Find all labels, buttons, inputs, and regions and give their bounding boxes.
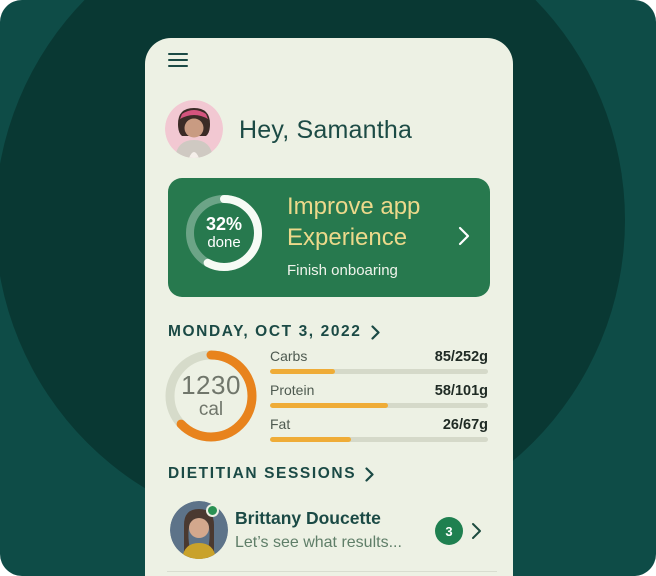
calorie-progress-ring: 1230 cal xyxy=(165,350,257,442)
onboarding-card[interactable]: 32% done Improve app Experience Finish o… xyxy=(168,178,490,297)
calorie-value: 1230 xyxy=(181,370,241,401)
macro-value: 85/252g xyxy=(434,349,488,365)
macro-value: 58/101g xyxy=(434,383,488,399)
macro-row-protein: Protein 58/101g xyxy=(270,382,488,408)
onboarding-progress-percent: 32% xyxy=(205,213,243,234)
macro-row-fat: Fat 26/67g xyxy=(270,416,488,442)
dietitian-sessions-label: DIETITIAN SESSIONS xyxy=(168,465,357,482)
macro-progressbar xyxy=(270,369,488,374)
dietitian-message-preview: Let’s see what results... xyxy=(235,534,402,551)
chevron-right-icon xyxy=(365,466,374,482)
macro-value: 26/67g xyxy=(442,417,488,433)
onboarding-progress-label: done xyxy=(207,233,241,251)
session-list-item[interactable]: Brittany Doucette Let’s see what results… xyxy=(145,496,513,566)
date-section-header[interactable]: MONDAY, OCT 3, 2022 xyxy=(168,323,380,341)
hamburger-menu-icon[interactable] xyxy=(168,53,188,67)
macro-progressbar xyxy=(270,403,488,408)
macro-label: Protein xyxy=(270,382,315,398)
samantha-avatar-illustration xyxy=(165,100,223,158)
dietitian-avatar xyxy=(170,501,228,559)
dietitian-sessions-header[interactable]: DIETITIAN SESSIONS xyxy=(168,465,374,483)
chevron-right-icon[interactable] xyxy=(471,522,482,545)
calorie-unit: cal xyxy=(198,398,224,420)
unread-count-badge: 3 xyxy=(435,517,463,545)
chevron-right-icon[interactable] xyxy=(458,226,470,251)
macro-label: Carbs xyxy=(270,348,308,364)
list-divider xyxy=(167,571,497,572)
onboarding-progress-ring: 32% done xyxy=(185,194,263,272)
date-label: MONDAY, OCT 3, 2022 xyxy=(168,323,362,340)
brittany-avatar-illustration xyxy=(170,501,228,559)
online-status-dot xyxy=(206,504,219,517)
macro-label: Fat xyxy=(270,416,291,432)
macro-row-carbs: Carbs 85/252g xyxy=(270,348,488,374)
greeting-text: Hey, Samantha xyxy=(239,116,413,144)
macro-progressbar xyxy=(270,437,488,442)
phone-screen: Hey, Samantha 32% done Improve app Exper… xyxy=(145,38,513,576)
user-avatar[interactable] xyxy=(165,100,223,158)
chevron-right-icon xyxy=(370,324,380,340)
onboarding-card-title: Improve app Experience xyxy=(287,193,421,251)
onboarding-card-subtitle: Finish onboaring xyxy=(287,262,398,279)
dietitian-name: Brittany Doucette xyxy=(235,508,381,528)
